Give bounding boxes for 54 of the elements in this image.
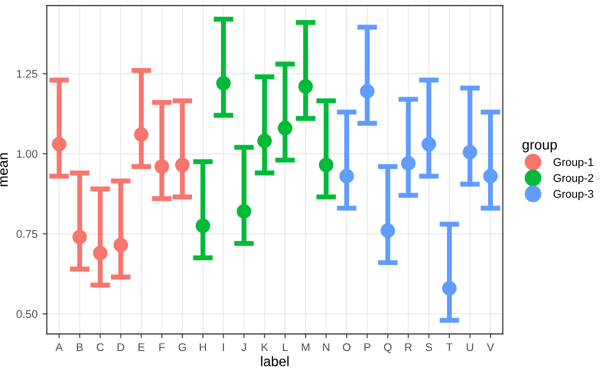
legend-label: Group-1 [554, 158, 594, 168]
point [154, 159, 170, 174]
point [360, 84, 375, 99]
x-tick-label: K [262, 343, 268, 351]
point [380, 223, 396, 238]
point [422, 136, 436, 152]
point [113, 238, 128, 252]
x-tick-label: R [405, 343, 412, 351]
x-tick-label: S [426, 343, 432, 352]
x-tick-label: O [342, 343, 350, 352]
x-tick-label: I [222, 343, 224, 351]
x-tick-label: H [200, 343, 206, 351]
x-tick-label: U [466, 343, 474, 352]
point [216, 76, 231, 91]
x-tick-label: J [241, 343, 246, 352]
x-tick-label: C [96, 343, 104, 352]
x-tick-label: A [55, 343, 63, 351]
x-tick-label: M [302, 343, 310, 351]
legend-title: group [522, 142, 557, 152]
x-axis-title: label [261, 356, 289, 366]
legend-label: Group-3 [554, 190, 594, 200]
x-tick-label: D [118, 343, 124, 351]
point [442, 280, 457, 296]
x-tick-label: P [364, 343, 370, 351]
point [298, 79, 313, 94]
point [483, 168, 498, 184]
legend-label: Group-2 [554, 174, 594, 184]
x-tick-label: N [323, 343, 330, 351]
point [236, 204, 252, 219]
x-tick-label: T [446, 343, 453, 351]
point [196, 218, 210, 234]
x-tick-label: E [138, 343, 145, 351]
point [175, 158, 190, 172]
point [462, 144, 478, 160]
point [257, 134, 272, 148]
point [72, 230, 87, 244]
point [92, 246, 108, 260]
x-tick-label: F [159, 343, 165, 351]
point [134, 127, 149, 142]
x-tick-label: B [76, 343, 83, 351]
y-tick-label: 1.00 [16, 150, 38, 158]
y-tick-label: 1.25 [16, 70, 38, 78]
point [278, 120, 292, 136]
y-tick-label: 0.50 [16, 310, 38, 318]
x-tick-label: L [282, 343, 288, 351]
x-tick-label: G [178, 343, 186, 352]
point [339, 168, 354, 184]
point [52, 136, 66, 152]
point [318, 158, 334, 172]
y-axis-title: mean [0, 153, 8, 186]
x-tick-label: V [486, 343, 494, 351]
point [401, 156, 416, 171]
x-tick-label: Q [384, 343, 392, 354]
y-tick-label: 0.75 [16, 230, 38, 238]
